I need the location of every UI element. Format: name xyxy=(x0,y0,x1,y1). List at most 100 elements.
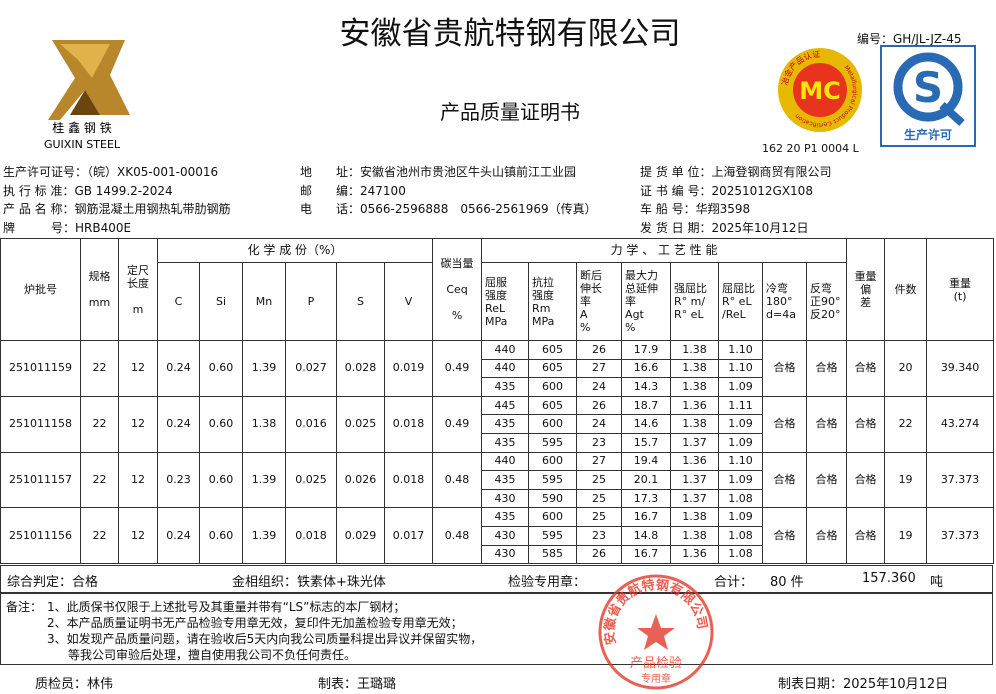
data-row: 440 605 27 16.6 1.38 1.10 xyxy=(1,358,994,379)
table-cell: 1.39 xyxy=(242,340,286,397)
info-value: 华翔3598 xyxy=(695,202,751,217)
logo-en: GUIXIN STEEL xyxy=(44,138,121,151)
table-cell: 1.36 xyxy=(670,395,720,416)
table-cell: 0.018 xyxy=(285,507,337,565)
doc-title: 产品质量证明书 xyxy=(440,100,580,124)
data-row: 251011158 22 12 0.24 0.60 1.38 0.016 0.025 0.018… xyxy=(0,395,995,453)
table-cell: 435 xyxy=(481,470,530,490)
table-cell: 0.025 xyxy=(336,395,385,453)
total-label: 合计： xyxy=(714,575,754,590)
table-cell: 19 xyxy=(884,507,928,565)
data-row: 430 585 26 16.7 1.36 1.08 xyxy=(1,544,994,565)
table-cell: 重量 偏 差 xyxy=(846,238,886,341)
table-cell: 1.11 xyxy=(718,395,764,416)
table-cell: 合格 xyxy=(806,395,848,453)
table-cell: 435 xyxy=(481,414,530,434)
table-cell: 0.24 xyxy=(157,395,200,453)
table-cell: 440 xyxy=(481,340,530,360)
table-cell: 1.09 xyxy=(718,377,764,397)
table-cell: 26 xyxy=(576,340,623,360)
info-item: 提 货 单 位：上海登钢商贸有限公司 xyxy=(640,163,831,180)
table-cell: 445 xyxy=(481,395,530,416)
note-line: 3、如发现产品质量问题，请在验收后5天内向我公司质量科提出异议并保留实物， xyxy=(47,632,483,646)
table-cell: 1.36 xyxy=(670,544,720,565)
table-cell: 22 xyxy=(80,507,119,565)
table-cell: 重量 (t) xyxy=(926,238,995,341)
data-row: 435 600 24 14.3 1.38 1.09 xyxy=(1,377,994,397)
info-label: 执 行 标 准： xyxy=(3,183,75,198)
info-value: 20251012GX108 xyxy=(711,183,813,198)
data-row: 251011156 22 12 0.24 0.60 1.39 0.018 0.029 0.017… xyxy=(0,507,995,565)
table-cell: 0.49 xyxy=(432,395,483,453)
table-cell: 1.10 xyxy=(718,451,764,472)
table-cell: 25 xyxy=(576,507,623,527)
table-cell: 1.38 xyxy=(670,507,720,527)
table-cell: 15.7 xyxy=(621,432,672,453)
table-cell: 0.016 xyxy=(285,395,337,453)
table-cell: 强屈比 R° m/ R° eL xyxy=(670,262,720,341)
table-cell: 1.38 xyxy=(670,525,720,546)
table-cell: 24 xyxy=(576,377,623,397)
table-cell: 力 学 、 工 艺 性 能 xyxy=(481,238,848,263)
info-value: 上海登钢商贸有限公司 xyxy=(711,165,832,179)
table-cell: 600 xyxy=(528,507,578,527)
qs-text: 生产许可 xyxy=(904,127,952,142)
table-cell: 435 xyxy=(481,432,530,453)
info-label: 地 址： xyxy=(300,165,361,179)
qs-q-tail xyxy=(939,102,965,126)
table-cell: 37.373 xyxy=(926,451,995,509)
table-cell: 0.019 xyxy=(383,340,434,397)
info-value: 安徽省池州市贵池区牛头山镇前江工业园 xyxy=(360,165,577,179)
table-cell: 1.38 xyxy=(670,377,720,397)
table-cell: 585 xyxy=(528,544,578,565)
info-value: 2025年10月12日 xyxy=(711,221,809,236)
info-label: 邮 编： xyxy=(300,183,361,198)
table-cell: 22 xyxy=(80,451,119,509)
table-cell: 炉批号 xyxy=(0,238,81,341)
table-cell: 17.9 xyxy=(621,340,672,360)
table-cell: 1.38 xyxy=(242,395,286,453)
table-cell: 20 xyxy=(884,340,928,397)
sig-value: 2025年10月12日 xyxy=(843,677,949,692)
table-cell: 合格 xyxy=(762,395,808,453)
table-cell: 605 xyxy=(528,395,578,416)
table-cell: 冷弯 180° d=4a xyxy=(762,262,808,341)
table-cell: 430 xyxy=(481,488,530,509)
sig-value: 王璐璐 xyxy=(357,677,397,692)
table-cell: 合格 xyxy=(846,340,886,397)
table-cell: 1.08 xyxy=(718,525,764,546)
verdict: 综合判定：合格 xyxy=(7,575,99,590)
table-cell: 1.38 xyxy=(670,414,720,434)
table-cell: 18.7 xyxy=(621,395,672,416)
table-cell: 19 xyxy=(884,451,928,509)
logo-cn: 桂 鑫 钢 铁 xyxy=(52,120,111,135)
table-cell: 251011156 xyxy=(0,507,81,565)
table-cell: 0.60 xyxy=(199,340,243,397)
table-cell: V xyxy=(383,262,434,341)
table-cell: 25 xyxy=(576,488,623,509)
table-cell: 26 xyxy=(576,544,623,565)
data-row: 435 595 25 20.1 1.37 1.09 xyxy=(1,470,994,490)
table-cell: 1.39 xyxy=(242,507,286,565)
info-value: HRB400E xyxy=(75,221,132,236)
table-cell: 0.48 xyxy=(432,451,483,509)
table-cell: 1.09 xyxy=(718,432,764,453)
table-cell: 595 xyxy=(528,525,578,546)
table-cell: 430 xyxy=(481,544,530,565)
table-cell: 39.340 xyxy=(926,340,995,397)
info-value: 247100 xyxy=(360,183,406,198)
table-cell: 0.026 xyxy=(336,451,385,509)
table-cell: 600 xyxy=(528,414,578,434)
table-cell: 440 xyxy=(481,358,530,379)
signature: 制表日期：2025年10月12日 xyxy=(778,673,948,692)
logo-shape xyxy=(48,40,130,120)
table-cell: S xyxy=(336,262,385,341)
table-cell: 16.6 xyxy=(621,358,672,379)
company-name: 安徽省贵航特钢有限公司 xyxy=(339,16,681,51)
table-cell: 605 xyxy=(528,340,578,360)
sig-value: 林伟 xyxy=(87,677,114,692)
table-cell: 件数 xyxy=(884,238,928,341)
table-cell: 1.08 xyxy=(718,544,764,565)
